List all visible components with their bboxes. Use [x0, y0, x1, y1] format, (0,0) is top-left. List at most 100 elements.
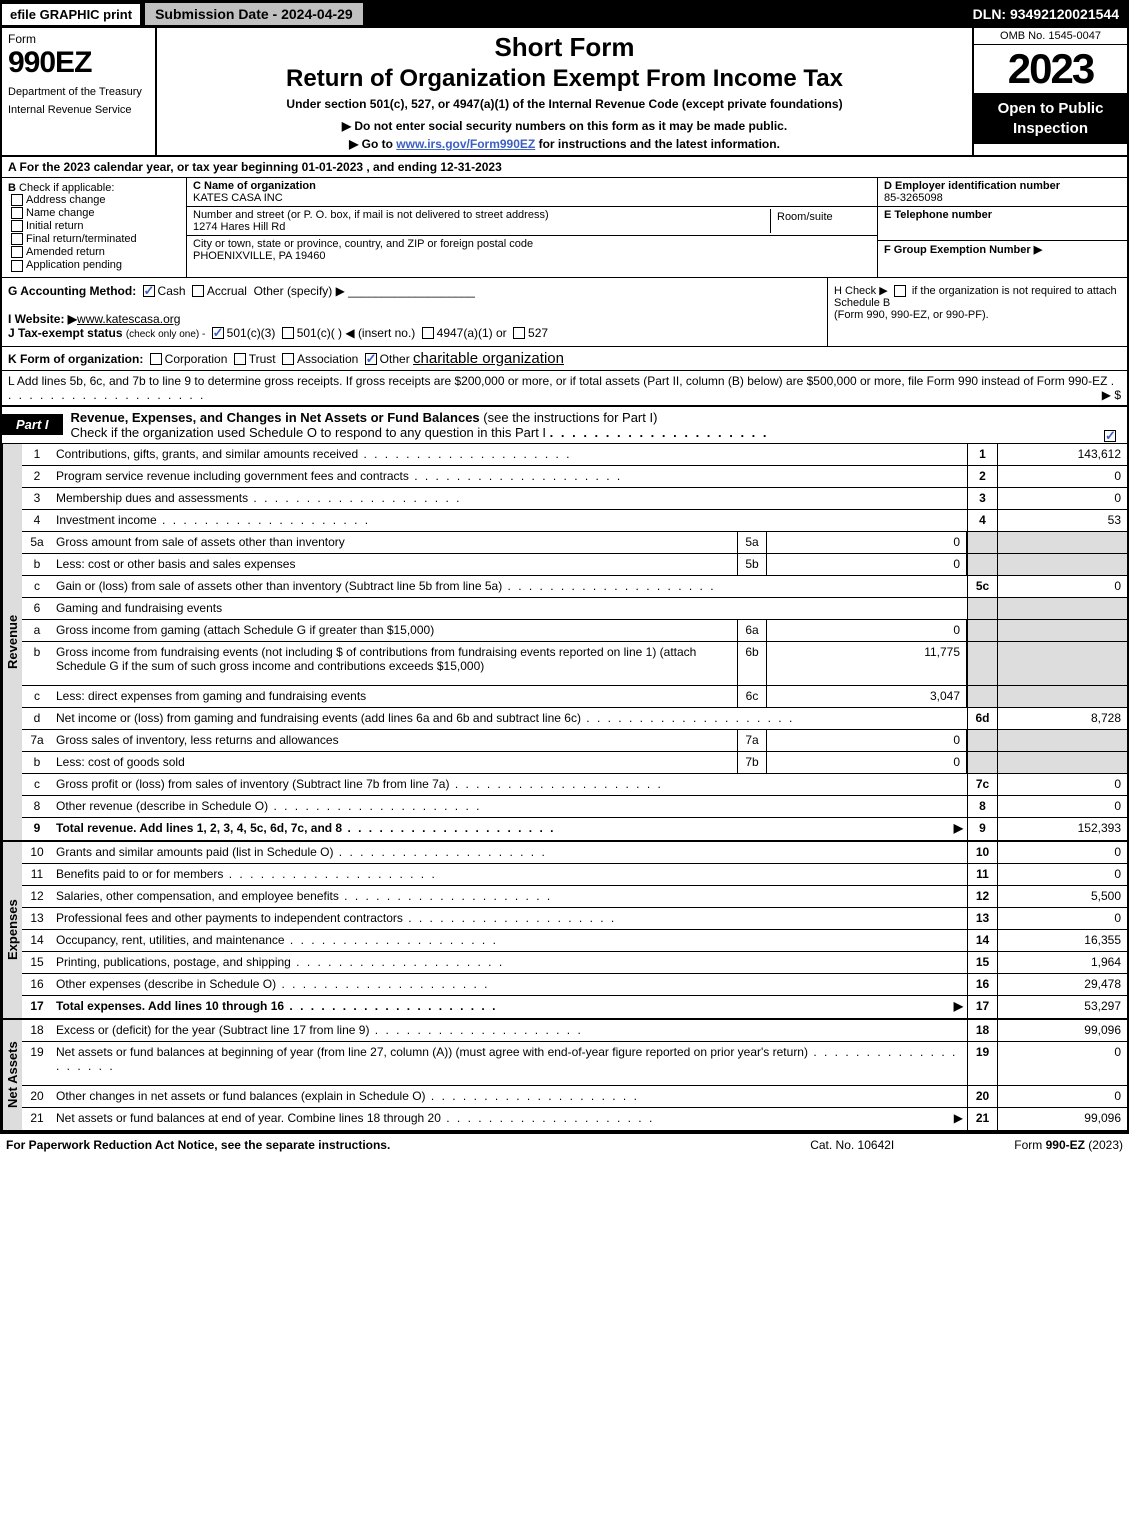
- chk-4947[interactable]: [422, 327, 434, 339]
- line-gh: G Accounting Method: Cash Accrual Other …: [2, 278, 1127, 347]
- chk-schedule-o[interactable]: [1104, 430, 1116, 442]
- header-left: Form 990EZ Department of the Treasury In…: [2, 28, 157, 155]
- j-label: J Tax-exempt status: [8, 326, 123, 340]
- line-11: 11Benefits paid to or for members110: [22, 864, 1127, 886]
- form-number: 990EZ: [8, 46, 149, 80]
- room-suite: Room/suite: [771, 209, 871, 233]
- short-form-title: Short Form: [165, 32, 964, 63]
- line-3: 3Membership dues and assessments30: [22, 488, 1127, 510]
- dln: DLN: 93492120021544: [965, 3, 1127, 25]
- line-2: 2Program service revenue including gover…: [22, 466, 1127, 488]
- website-value[interactable]: www.katescasa.org: [77, 312, 180, 326]
- box-value: 53: [997, 510, 1127, 531]
- line-description: Salaries, other compensation, and employ…: [52, 886, 967, 907]
- ssn-note: ▶ Do not enter social security numbers o…: [165, 119, 964, 133]
- address-row: Number and street (or P. O. box, if mail…: [187, 207, 877, 236]
- sub-line-value: 3,047: [767, 686, 967, 707]
- irs-link[interactable]: www.irs.gov/Form990EZ: [396, 137, 535, 151]
- line-number: 7a: [22, 730, 52, 751]
- return-title: Return of Organization Exempt From Incom…: [165, 65, 964, 93]
- chk-corporation[interactable]: [150, 353, 162, 365]
- chk-501c3[interactable]: [212, 327, 224, 339]
- line-21: 21Net assets or fund balances at end of …: [22, 1108, 1127, 1130]
- chk-address-change[interactable]: Address change: [8, 194, 180, 206]
- box-value: 29,478: [997, 974, 1127, 995]
- netassets-label: Net Assets: [2, 1020, 22, 1130]
- group-exemption-row: F Group Exemption Number ▶: [878, 241, 1127, 258]
- box-number: 15: [967, 952, 997, 973]
- chk-final-return[interactable]: Final return/terminated: [8, 233, 180, 245]
- tel-label: E Telephone number: [884, 209, 992, 221]
- box-value: 0: [997, 842, 1127, 863]
- sub-line-value: 0: [767, 532, 967, 553]
- grey-spacer: [967, 686, 997, 707]
- chk-association[interactable]: [282, 353, 294, 365]
- submission-date: Submission Date - 2024-04-29: [144, 2, 364, 26]
- box-value: 16,355: [997, 930, 1127, 951]
- chk-501c[interactable]: [282, 327, 294, 339]
- org-name-label: C Name of organization: [193, 180, 316, 192]
- page-footer: For Paperwork Reduction Act Notice, see …: [0, 1134, 1129, 1156]
- line-number: b: [22, 554, 52, 575]
- line-description: Printing, publications, postage, and shi…: [52, 952, 967, 973]
- form-header: Form 990EZ Department of the Treasury In…: [2, 28, 1127, 157]
- part1-check-line: Check if the organization used Schedule …: [71, 425, 547, 440]
- street-address: Number and street (or P. O. box, if mail…: [193, 209, 771, 233]
- part1-title-sub: (see the instructions for Part I): [483, 410, 657, 425]
- line-number: 9: [22, 818, 52, 840]
- chk-name-change[interactable]: Name change: [8, 207, 180, 219]
- line-description: Occupancy, rent, utilities, and maintena…: [52, 930, 967, 951]
- goto-line: ▶ Go to www.irs.gov/Form990EZ for instru…: [165, 137, 964, 151]
- sections: Revenue1Contributions, gifts, grants, an…: [2, 444, 1127, 1132]
- grey-spacer: [967, 730, 997, 751]
- ein-row: D Employer identification number 85-3265…: [878, 178, 1127, 207]
- line-description: Program service revenue including govern…: [52, 466, 967, 487]
- chk-527[interactable]: [513, 327, 525, 339]
- city-value: PHOENIXVILLE, PA 19460: [193, 250, 325, 262]
- chk-initial-return[interactable]: Initial return: [8, 220, 180, 232]
- line-number: b: [22, 752, 52, 773]
- line-description: Total expenses. Add lines 10 through 16 …: [52, 996, 967, 1018]
- chk-amended-return[interactable]: Amended return: [8, 246, 180, 258]
- line-description: Benefits paid to or for members: [52, 864, 967, 885]
- addr-label: Number and street (or P. O. box, if mail…: [193, 209, 549, 221]
- line-description: Other changes in net assets or fund bala…: [52, 1086, 967, 1107]
- box-value: 1,964: [997, 952, 1127, 973]
- arrow-icon: ▶: [954, 999, 963, 1013]
- chk-other-org[interactable]: [365, 353, 377, 365]
- header-right: OMB No. 1545-0047 2023 Open to Public In…: [972, 28, 1127, 155]
- line-description: Other expenses (describe in Schedule O): [52, 974, 967, 995]
- grey-spacer: [967, 554, 997, 575]
- chk-trust[interactable]: [234, 353, 246, 365]
- under-section: Under section 501(c), 527, or 4947(a)(1)…: [165, 97, 964, 111]
- box-number: 16: [967, 974, 997, 995]
- line-number: 11: [22, 864, 52, 885]
- box-value: 0: [997, 796, 1127, 817]
- line-number: 8: [22, 796, 52, 817]
- line-number: 2: [22, 466, 52, 487]
- box-number: 18: [967, 1020, 997, 1041]
- line-7b: bLess: cost of goods sold7b0: [22, 752, 1127, 774]
- form-label: Form: [8, 32, 149, 46]
- part1-title-text: Revenue, Expenses, and Changes in Net As…: [71, 410, 480, 425]
- chk-cash[interactable]: [143, 285, 155, 297]
- sub-line-number: 5b: [737, 554, 767, 575]
- col-d: D Employer identification number 85-3265…: [877, 178, 1127, 277]
- box-value: 143,612: [997, 444, 1127, 465]
- g-label: G Accounting Method:: [8, 284, 136, 298]
- k-label: K Form of organization:: [8, 352, 143, 366]
- chk-application-pending[interactable]: Application pending: [8, 259, 180, 271]
- line-description: Grants and similar amounts paid (list in…: [52, 842, 967, 863]
- box-number: 7c: [967, 774, 997, 795]
- line-13: 13Professional fees and other payments t…: [22, 908, 1127, 930]
- footer-form: Form 990-EZ (2023): [1014, 1138, 1123, 1152]
- box-number: 19: [967, 1042, 997, 1085]
- chk-schedule-b[interactable]: [894, 285, 906, 297]
- line-g: G Accounting Method: Cash Accrual Other …: [2, 278, 827, 346]
- chk-accrual[interactable]: [192, 285, 204, 297]
- line-number: b: [22, 642, 52, 685]
- sub-line-number: 7b: [737, 752, 767, 773]
- box-number: 9: [967, 818, 997, 840]
- box-number: 14: [967, 930, 997, 951]
- line-description: Gross profit or (loss) from sales of inv…: [52, 774, 967, 795]
